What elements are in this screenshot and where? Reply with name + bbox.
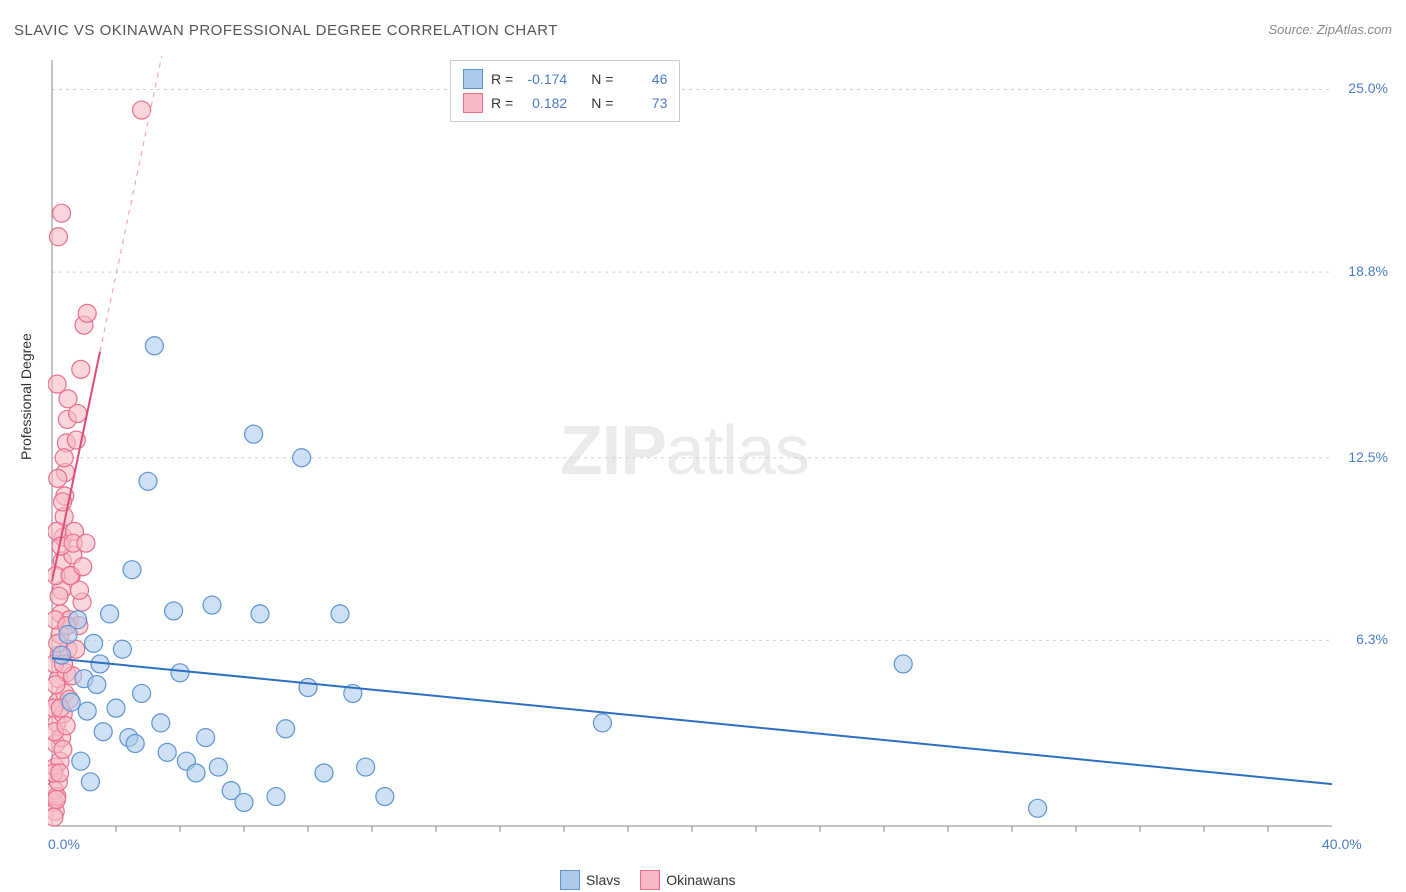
legend-label: Okinawans bbox=[666, 872, 735, 888]
r-label: R = bbox=[491, 95, 513, 111]
axis-tick-label: 25.0% bbox=[1338, 80, 1388, 96]
source-attribution: Source: ZipAtlas.com bbox=[1268, 22, 1392, 37]
legend-item-slavs: Slavs bbox=[560, 870, 620, 890]
axis-tick-label: 12.5% bbox=[1338, 449, 1388, 465]
plot-area bbox=[48, 56, 1392, 856]
n-label: N = bbox=[591, 95, 613, 111]
r-value: -0.174 bbox=[521, 71, 567, 87]
legend-label: Slavs bbox=[586, 872, 620, 888]
n-value: 46 bbox=[621, 71, 667, 87]
stats-swatch-okinawans bbox=[463, 93, 483, 113]
r-label: R = bbox=[491, 71, 513, 87]
y-axis-label: Professional Degree bbox=[18, 333, 34, 460]
scatter-plot-svg bbox=[48, 56, 1392, 856]
legend-swatch bbox=[640, 870, 660, 890]
correlation-stats-box: R = -0.174 N = 46 R = 0.182 N = 73 bbox=[450, 60, 680, 122]
legend-item-okinawans: Okinawans bbox=[640, 870, 735, 890]
axis-tick-label: 18.8% bbox=[1338, 263, 1388, 279]
axis-tick-label: 0.0% bbox=[48, 836, 80, 852]
n-value: 73 bbox=[621, 95, 667, 111]
stats-row: R = 0.182 N = 73 bbox=[463, 91, 667, 115]
axis-tick-label: 6.3% bbox=[1338, 631, 1388, 647]
chart-title: SLAVIC VS OKINAWAN PROFESSIONAL DEGREE C… bbox=[14, 22, 558, 39]
stats-swatch-slavs bbox=[463, 69, 483, 89]
n-label: N = bbox=[591, 71, 613, 87]
legend-swatch bbox=[560, 870, 580, 890]
axis-tick-label: 40.0% bbox=[1322, 836, 1362, 852]
legend: Slavs Okinawans bbox=[560, 870, 736, 890]
r-value: 0.182 bbox=[521, 95, 567, 111]
chart-container: SLAVIC VS OKINAWAN PROFESSIONAL DEGREE C… bbox=[0, 0, 1406, 892]
stats-row: R = -0.174 N = 46 bbox=[463, 67, 667, 91]
